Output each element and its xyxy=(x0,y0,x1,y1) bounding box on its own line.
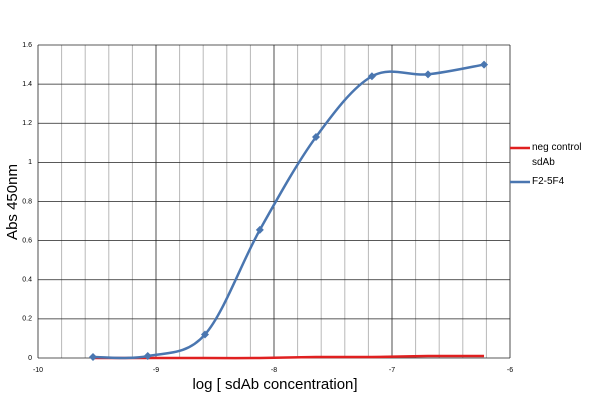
y-tick-label: 1 xyxy=(28,159,32,166)
marker xyxy=(423,70,432,79)
marker xyxy=(480,60,489,69)
legend-item: F2-5F4 xyxy=(532,176,565,187)
y-tick-label: 0.6 xyxy=(22,237,32,244)
legend-item: neg control sdAb xyxy=(532,142,582,168)
marker xyxy=(88,353,97,362)
y-tick-label: 1.6 xyxy=(22,42,32,49)
x-tick-label: -8 xyxy=(271,367,277,374)
marker xyxy=(200,330,209,339)
x-tick-label: -7 xyxy=(389,367,395,374)
marker xyxy=(255,225,264,234)
legend-label: neg control sdAb xyxy=(532,142,582,168)
y-tick-label: 0.8 xyxy=(22,198,32,205)
legend-label: F2-5F4 xyxy=(532,176,565,187)
x-tick-label: -9 xyxy=(153,367,159,374)
marker xyxy=(367,72,376,81)
x-axis-title: log [ sdAb concentration] xyxy=(192,376,357,393)
y-tick-label: 0.4 xyxy=(22,277,32,284)
marker xyxy=(312,132,321,141)
y-tick-label: 1.4 xyxy=(22,81,32,88)
marker xyxy=(143,352,152,361)
y-axis-title: Abs 450nm xyxy=(4,164,21,240)
y-tick-label: 1.2 xyxy=(22,120,32,127)
x-tick-label: -10 xyxy=(33,367,43,374)
series-line xyxy=(92,354,485,360)
y-tick-label: 0.2 xyxy=(22,316,32,323)
series-line xyxy=(92,63,485,360)
x-tick-label: -6 xyxy=(507,367,513,374)
y-tick-label: 0 xyxy=(28,355,32,362)
